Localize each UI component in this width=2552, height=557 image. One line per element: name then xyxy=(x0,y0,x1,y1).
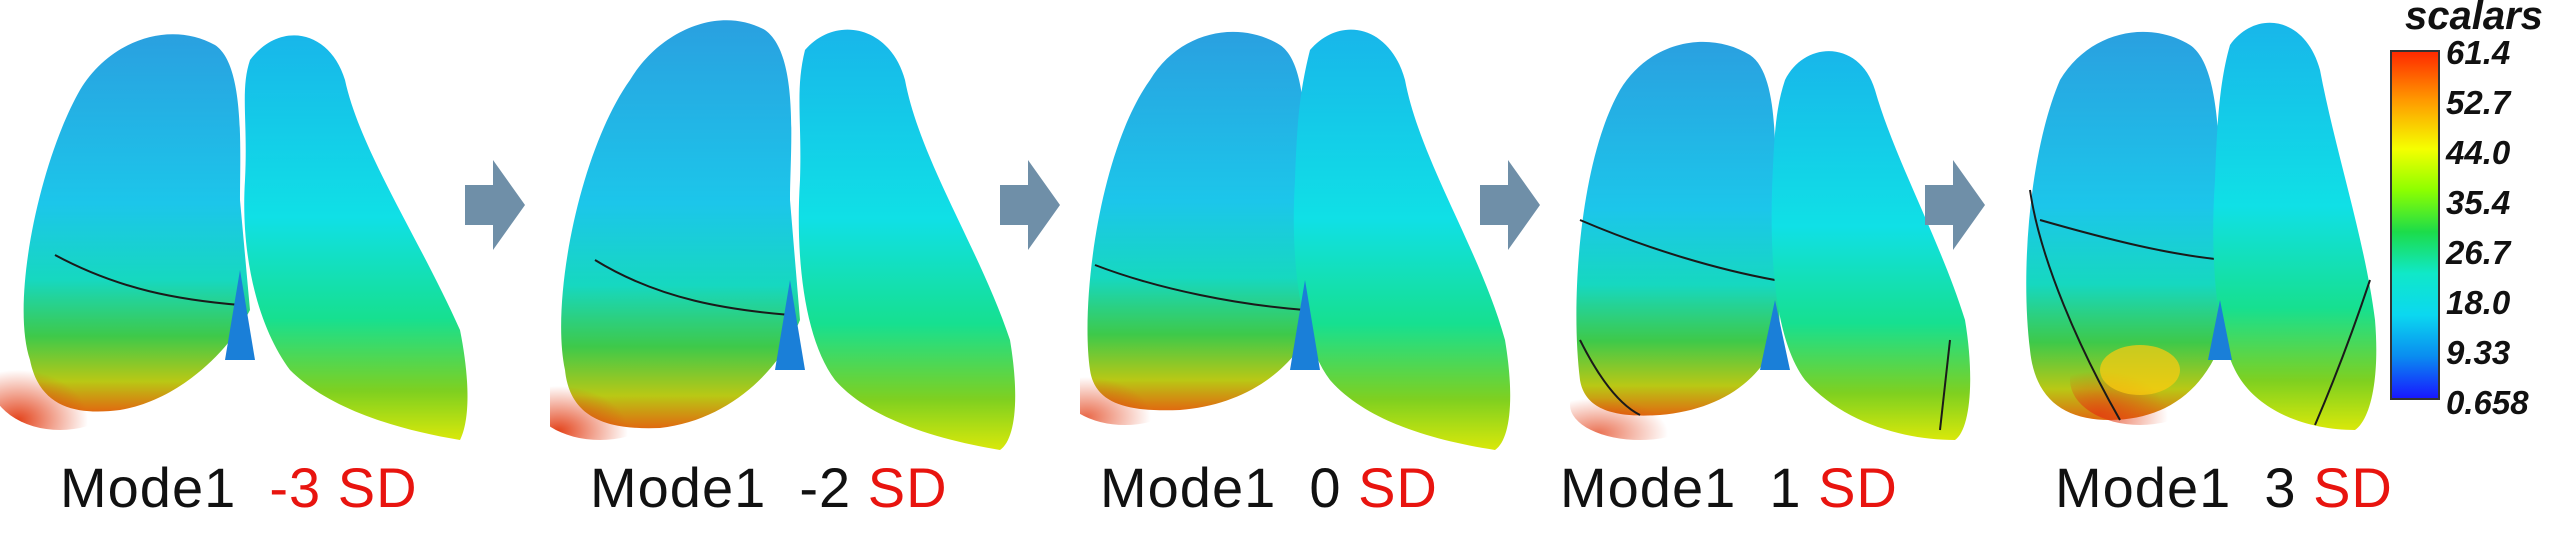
panel-1: Mode1 -3 SD xyxy=(0,0,470,557)
panel-3-label: Mode1 0 SD xyxy=(1100,455,1438,520)
sd-value: 1 xyxy=(1769,456,1802,519)
panel-4: Mode1 1 SD xyxy=(1560,0,1980,557)
panel-2-label: Mode1 -2 SD xyxy=(590,455,948,520)
panel-2: Mode1 -2 SD xyxy=(550,0,1020,557)
colorbar-title: scalars xyxy=(2405,0,2543,38)
lung-render-2 xyxy=(550,20,1016,450)
mode-label: Mode1 xyxy=(60,456,237,519)
panel-3: Mode1 0 SD xyxy=(1080,0,1520,557)
sd-value: -3 xyxy=(269,456,322,519)
sd-unit: SD xyxy=(337,456,418,519)
arrow-icon xyxy=(1925,160,1985,250)
mode-label: Mode1 xyxy=(2055,456,2232,519)
lung-render-4 xyxy=(1570,41,1971,440)
lung-render-3 xyxy=(1080,29,1511,450)
colorbar-tick-label: 52.7 xyxy=(2446,84,2511,121)
mode-label: Mode1 xyxy=(1100,456,1277,519)
sd-value: 3 xyxy=(2264,456,2297,519)
panel-4-label: Mode1 1 SD xyxy=(1560,455,1898,520)
colorbar-tick-label: 26.7 xyxy=(2446,234,2511,271)
colorbar-tick-label: 0.658 xyxy=(2446,384,2529,421)
panel-1-label: Mode1 -3 SD xyxy=(60,455,418,520)
sd-unit: SD xyxy=(1358,456,1438,519)
colorbar-tick-label: 35.4 xyxy=(2446,184,2511,221)
sd-unit: SD xyxy=(2313,456,2393,519)
sd-unit: SD xyxy=(1818,456,1898,519)
arrow-icon xyxy=(465,160,525,250)
lung-render-1 xyxy=(0,34,468,440)
panel-5-label: Mode1 3 SD xyxy=(2055,455,2393,520)
colorbar-tick-label: 9.33 xyxy=(2446,334,2511,371)
colorbar-tick-label: 61.4 xyxy=(2446,34,2511,71)
sd-value: -2 xyxy=(799,456,852,519)
sd-unit: SD xyxy=(867,456,948,519)
arrow-icon xyxy=(1000,160,1060,250)
colorbar-tick-label: 18.0 xyxy=(2446,284,2511,321)
sd-value: 0 xyxy=(1309,456,1342,519)
arrow-icon xyxy=(1480,160,1540,250)
colorbar-tick-label: 44.0 xyxy=(2446,134,2511,171)
colorbar xyxy=(2390,50,2440,400)
panel-5: Mode1 3 SD xyxy=(2020,0,2392,557)
mode-label: Mode1 xyxy=(1560,456,1737,519)
mode-label: Mode1 xyxy=(590,456,767,519)
lung-render-5 xyxy=(2026,22,2377,430)
